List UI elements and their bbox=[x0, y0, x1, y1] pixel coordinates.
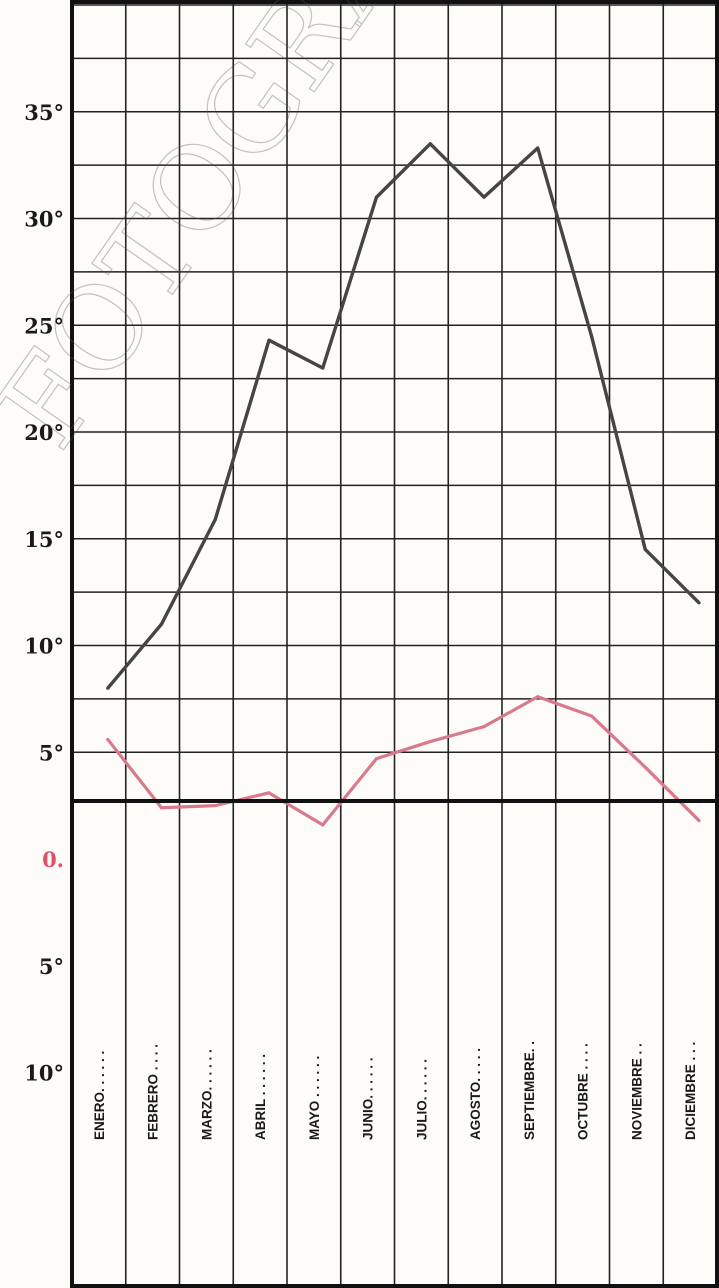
data-point bbox=[159, 622, 164, 626]
y-tick-label: 25° bbox=[24, 313, 64, 338]
y-tick-label: 20° bbox=[24, 420, 64, 445]
data-point bbox=[697, 818, 701, 823]
month-labels: ENERO. . . . . . FEBRERO . . . . MARZO. . … bbox=[92, 1041, 698, 1140]
data-point bbox=[213, 804, 217, 808]
data-point bbox=[159, 806, 164, 810]
grid bbox=[72, 2, 717, 1286]
y-tick-label: 0. bbox=[42, 847, 64, 872]
y-tick-label: 10° bbox=[24, 1061, 64, 1086]
data-point bbox=[697, 601, 701, 605]
series-line bbox=[106, 142, 701, 690]
chart-frame bbox=[70, 0, 719, 1288]
data-point bbox=[643, 547, 647, 552]
y-tick-label: 10° bbox=[24, 634, 64, 659]
x-tick-label: ABRIL . . . . . . bbox=[253, 1054, 268, 1140]
data-point bbox=[589, 714, 594, 718]
y-axis-labels: 35° 30° 25° 20° 15° 10° 5° 0. 5° 10° bbox=[24, 100, 64, 1086]
x-tick-label: AGOSTO. . . . . bbox=[468, 1048, 483, 1140]
data-point bbox=[267, 338, 271, 342]
data-point bbox=[321, 823, 325, 827]
data-point bbox=[482, 195, 486, 199]
data-point bbox=[374, 195, 379, 199]
x-tick-label: FEBRERO . . . . bbox=[146, 1044, 161, 1140]
data-point bbox=[589, 334, 594, 338]
data-point bbox=[106, 737, 110, 742]
y-tick-label: 5° bbox=[39, 740, 64, 765]
data-point bbox=[321, 366, 325, 370]
x-tick-label: SEPTIEMBRE. . bbox=[522, 1041, 537, 1140]
x-tick-label: NOVIEMBRE . . bbox=[629, 1043, 644, 1140]
y-tick-label: 35° bbox=[24, 100, 64, 125]
data-point bbox=[643, 765, 647, 769]
watermark: FOTOGRAFICA DE bbox=[0, 0, 719, 471]
data-point bbox=[374, 757, 379, 761]
data-point bbox=[536, 695, 540, 699]
data-point bbox=[428, 142, 432, 146]
y-tick-label: 15° bbox=[24, 527, 64, 552]
series-line bbox=[106, 695, 701, 827]
y-tick-label: 30° bbox=[24, 207, 64, 232]
x-tick-label: MAYO . . . . . . bbox=[307, 1056, 322, 1140]
y-tick-label: 5° bbox=[39, 954, 64, 979]
data-point bbox=[428, 739, 432, 744]
series-lines bbox=[106, 142, 701, 827]
x-tick-label: DICIEMBRE . . . bbox=[683, 1042, 698, 1140]
x-tick-label: MARZO. . . . . . bbox=[199, 1049, 214, 1140]
x-tick-label: JUNIO. . . . . . bbox=[361, 1057, 376, 1140]
x-tick-label: JULIO. . . . . . bbox=[414, 1059, 429, 1140]
x-tick-label: OCTUBRE . . . . bbox=[576, 1043, 591, 1140]
data-point bbox=[482, 725, 486, 729]
data-point bbox=[536, 146, 540, 150]
x-tick-label: ENERO. . . . . . bbox=[92, 1051, 107, 1140]
data-point bbox=[106, 686, 110, 690]
data-point bbox=[213, 517, 217, 522]
data-point bbox=[267, 791, 271, 795]
